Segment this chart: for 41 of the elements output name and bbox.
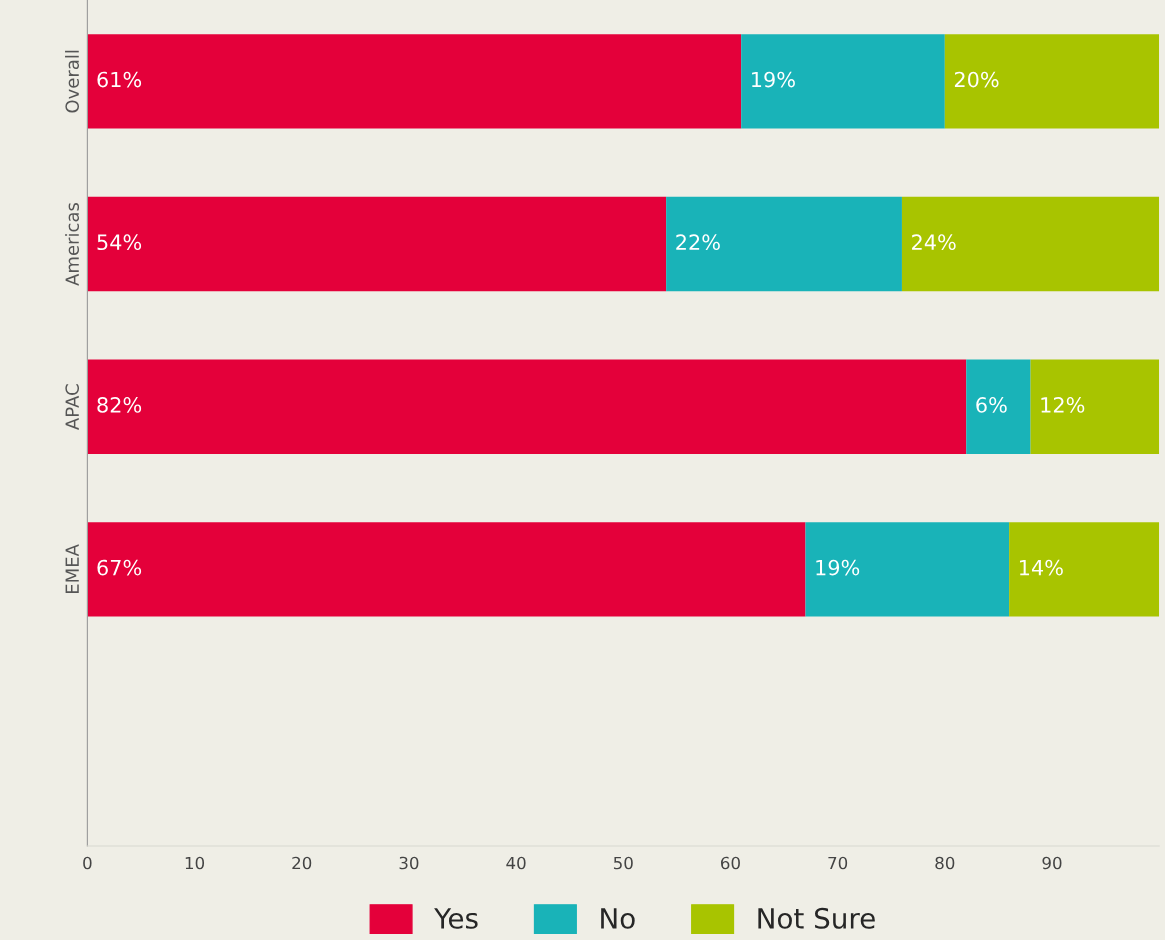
y-tick-label: Americas — [65, 202, 80, 286]
bar — [901, 196, 1160, 292]
data-label: 19% — [816, 559, 860, 576]
x-tick-label: 10 — [185, 856, 205, 870]
data-label: 20% — [954, 71, 999, 88]
data-label: 82% — [97, 397, 142, 413]
bar — [966, 359, 1031, 454]
x-tick-label: 50 — [613, 856, 633, 870]
y-tick-label: Overall — [65, 50, 80, 113]
data-label: 67% — [97, 559, 142, 576]
legend-label: No — [601, 908, 635, 929]
x-tick-label: 30 — [399, 856, 419, 870]
bar — [87, 359, 967, 454]
data-label: 22% — [676, 234, 720, 251]
bar — [87, 522, 806, 617]
data-label: 24% — [912, 234, 956, 251]
x-tick-label: 40 — [506, 856, 526, 870]
bar — [944, 34, 1160, 129]
x-tick-label: 80 — [935, 856, 955, 870]
data-label: 61% — [97, 71, 142, 88]
x-tick-label: 70 — [828, 856, 848, 870]
data-label: 54% — [97, 234, 142, 251]
data-label: 19% — [752, 71, 795, 88]
x-tick-label: 90 — [1042, 856, 1062, 870]
data-label: 6% — [976, 397, 1007, 413]
bar — [741, 34, 945, 129]
bar — [1030, 359, 1160, 454]
legend-label: Yes — [434, 908, 478, 929]
data-label: 12% — [1041, 397, 1085, 413]
bar — [666, 196, 902, 292]
data-label: 14% — [1019, 559, 1063, 576]
x-tick-label: 20 — [292, 856, 312, 870]
y-tick-label: APAC — [65, 384, 80, 430]
bar — [87, 196, 667, 292]
legend-label: Not Sure — [758, 907, 875, 929]
x-tick-label: 0 — [83, 856, 92, 870]
x-tick-label: 60 — [721, 856, 740, 870]
bar — [805, 522, 1010, 617]
bar — [87, 34, 742, 129]
bar — [1009, 522, 1160, 617]
y-tick-label: EMEA — [65, 544, 79, 594]
